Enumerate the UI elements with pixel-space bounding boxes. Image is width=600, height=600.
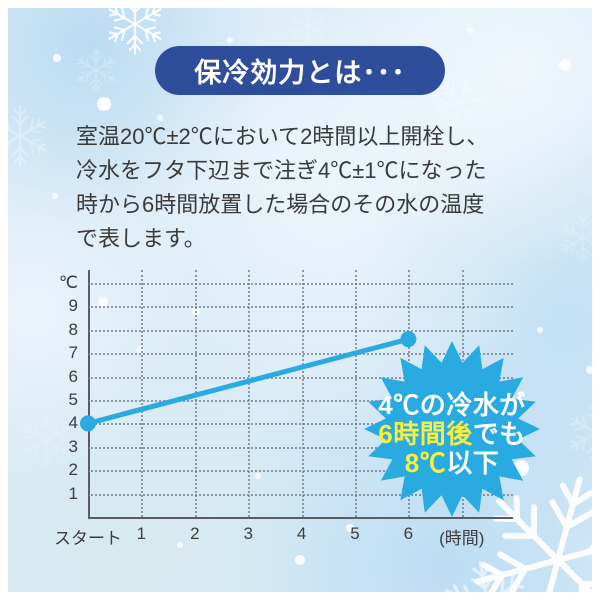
y-axis-tick-label: 3 <box>68 436 78 456</box>
data-point-start <box>80 415 96 432</box>
gridline-horizontal <box>88 470 513 473</box>
callout-line2-rest: でも <box>472 419 526 449</box>
gridline-horizontal <box>88 376 513 379</box>
gridline-horizontal <box>88 306 513 309</box>
infographic-canvas: 保冷効力とは･･･ 室温20℃±2℃において2時間以上開栓し、 冷水をフタ下辺ま… <box>8 8 592 592</box>
y-axis-unit-label: ℃ <box>58 273 78 292</box>
gridline-vertical <box>301 270 304 517</box>
result-callout: 4℃の冷水が 6時間後でも 8℃以下 <box>342 391 562 478</box>
callout-line1-text: 4℃の冷水が <box>378 390 526 420</box>
x-axis-tick-label: 6 <box>403 524 414 543</box>
gridline-horizontal <box>88 400 513 402</box>
y-axis-tick-label: 4 <box>68 413 78 433</box>
y-axis-tick-label: 8 <box>68 319 78 339</box>
gridline-horizontal <box>88 329 513 332</box>
x-axis-tick-label: スタート <box>54 529 122 548</box>
y-axis-tick-label: 2 <box>68 460 78 480</box>
gridline-horizontal <box>88 353 513 356</box>
gridline-vertical <box>248 270 251 517</box>
starburst-shape <box>364 341 540 517</box>
y-axis-tick-label: 5 <box>68 390 78 409</box>
x-axis-tick-label: 5 <box>350 524 360 543</box>
x-axis-tick-label: (時間) <box>439 529 485 548</box>
y-axis-tick-label: 6 <box>68 366 78 386</box>
y-axis-tick-label: 7 <box>68 343 78 363</box>
x-axis <box>88 517 513 519</box>
starburst-icon <box>364 341 540 517</box>
gridline-horizontal <box>88 446 513 449</box>
page-title: 保冷効力とは･･･ <box>194 58 406 88</box>
x-axis-tick-label: 3 <box>243 524 253 543</box>
gridline-vertical <box>355 270 357 517</box>
line-plot <box>80 331 417 432</box>
callout-line-2: 6時間後でも <box>342 420 562 449</box>
callout-hours-highlight: 6時間後 <box>378 419 473 449</box>
data-point-end <box>400 331 417 348</box>
callout-temp-highlight: 8℃ <box>404 448 447 478</box>
title-badge: 保冷効力とは･･･ <box>155 46 445 95</box>
callout-line-1: 4℃の冷水が <box>342 391 562 420</box>
gridline-horizontal <box>88 493 513 496</box>
x-axis-tick-label: 4 <box>296 524 307 543</box>
y-axis-tick-label: 1 <box>68 483 78 503</box>
gridline-horizontal <box>88 283 513 285</box>
description-text: 室温20℃±2℃において2時間以上開栓し、 冷水をフタ下辺まで注ぎ4℃±1℃にな… <box>76 124 489 251</box>
temperature-line <box>85 336 411 426</box>
callout-line3-rest: 以下 <box>446 448 500 478</box>
y-axis-tick-label: 9 <box>68 296 78 316</box>
gridline-horizontal <box>88 423 513 426</box>
gridline-vertical <box>141 270 144 517</box>
x-axis-tick-label: 1 <box>136 524 147 543</box>
y-axis <box>88 270 90 517</box>
callout-line-3: 8℃以下 <box>342 449 562 478</box>
x-axis-tick-label: 2 <box>190 524 200 543</box>
